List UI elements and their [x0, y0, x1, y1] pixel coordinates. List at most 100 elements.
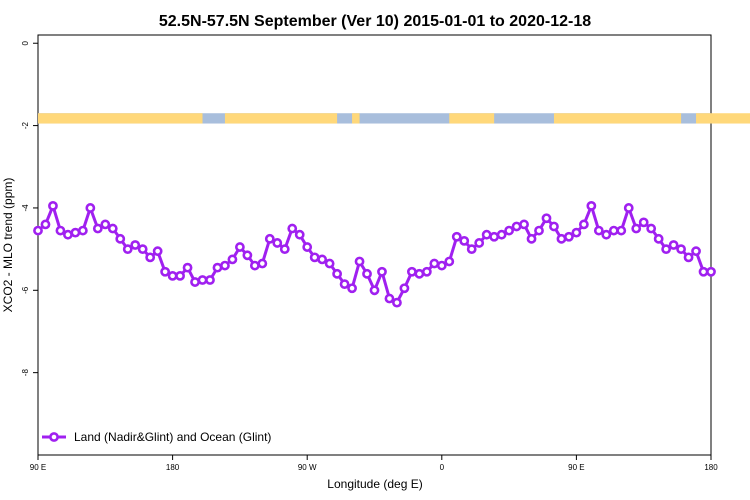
x-axis: 90 E 180 90 W 0 90 E 180 [30, 455, 718, 472]
data-point [511, 221, 522, 232]
data-point [264, 233, 275, 244]
land-ocean-strip [38, 113, 750, 124]
data-point [63, 229, 73, 240]
data-point [107, 223, 118, 234]
data-point [646, 223, 657, 234]
data-point [242, 250, 253, 261]
data-point [130, 240, 141, 250]
data-point [122, 244, 133, 255]
data-point [698, 266, 709, 277]
data-point [526, 233, 537, 244]
data-point [616, 225, 627, 236]
x-tick-label: 90 E [568, 463, 584, 472]
data-point [70, 227, 81, 238]
data-point [145, 252, 156, 263]
x-axis-label: Longitude (deg E) [327, 477, 422, 491]
data-point [339, 279, 350, 290]
data-point [212, 262, 223, 273]
data-point [519, 219, 529, 230]
x-tick-label: 180 [704, 463, 718, 472]
data-point [661, 244, 672, 255]
data-point [541, 213, 552, 224]
data-point [33, 225, 43, 236]
data-point [489, 231, 500, 242]
data-point [182, 262, 193, 273]
data-point [152, 246, 163, 257]
y-axis-label: XCO2 - MLO trend (ppm) [1, 178, 15, 313]
data-point [48, 200, 58, 211]
data-point [324, 258, 335, 269]
data-point [309, 252, 320, 263]
data-point [481, 229, 492, 240]
data-point [421, 266, 432, 277]
data-point [578, 219, 589, 230]
x-tick-label: 90 E [30, 463, 46, 472]
data-point [227, 254, 238, 265]
data-point [564, 231, 574, 242]
data-point [354, 256, 365, 267]
data-point [504, 225, 514, 236]
land-span [38, 113, 203, 124]
data-point [414, 268, 425, 279]
data-point [249, 260, 260, 271]
data-point [317, 254, 328, 265]
data-point [556, 233, 567, 244]
data-point [429, 258, 440, 269]
data-point [549, 221, 559, 232]
land-span [224, 113, 338, 124]
data-point [459, 235, 470, 246]
data-point [190, 277, 200, 287]
y-tick-label: 0 [21, 40, 30, 45]
data-point [466, 244, 477, 255]
data-point [593, 225, 604, 236]
data-point [392, 297, 402, 308]
data-point [40, 219, 51, 230]
data-point [623, 203, 634, 213]
data-point [653, 233, 664, 244]
y-tick-label: -6 [21, 286, 30, 294]
land-span [553, 113, 682, 124]
data-point [384, 293, 395, 304]
ocean-band [38, 113, 711, 124]
data-point [257, 258, 268, 269]
data-point [287, 223, 298, 234]
data-point [302, 242, 313, 252]
y-tick-label: -2 [21, 121, 30, 129]
data-point [115, 233, 126, 244]
y-axis: 0 -2 -4 -6 -8 [21, 40, 38, 376]
data-point [586, 200, 597, 211]
data-point [294, 229, 305, 240]
data-point [197, 275, 208, 285]
data-point [92, 223, 103, 234]
data-point [436, 260, 447, 271]
data-point [451, 231, 462, 242]
data-point [272, 238, 283, 248]
legend-marker-swatch [49, 432, 59, 442]
data-point [160, 266, 171, 277]
data-point [399, 283, 410, 294]
legend-entry: Land (Nadir&Glint) and Ocean (Glint) [74, 430, 271, 444]
land-span [352, 113, 360, 124]
legend: Land (Nadir&Glint) and Ocean (Glint) [42, 430, 271, 444]
data-point [608, 225, 619, 236]
y-tick-label: -4 [21, 204, 30, 212]
data-point [534, 225, 544, 236]
x-tick-label: 0 [440, 463, 445, 472]
data-point [332, 268, 343, 279]
data-point [220, 260, 230, 271]
data-point [668, 240, 679, 250]
series-group [33, 200, 716, 308]
data-point [638, 217, 649, 228]
data-point [279, 244, 290, 255]
data-point [444, 256, 455, 267]
data-point [406, 266, 417, 277]
data-point [205, 275, 215, 285]
data-point [683, 252, 694, 263]
data-point [571, 227, 582, 238]
data-point [474, 238, 485, 248]
data-point [369, 285, 380, 296]
data-point [691, 246, 701, 257]
chart-title: 52.5N-57.5N September (Ver 10) 2015-01-0… [159, 13, 591, 30]
data-point [85, 203, 96, 213]
data-point [601, 229, 612, 240]
